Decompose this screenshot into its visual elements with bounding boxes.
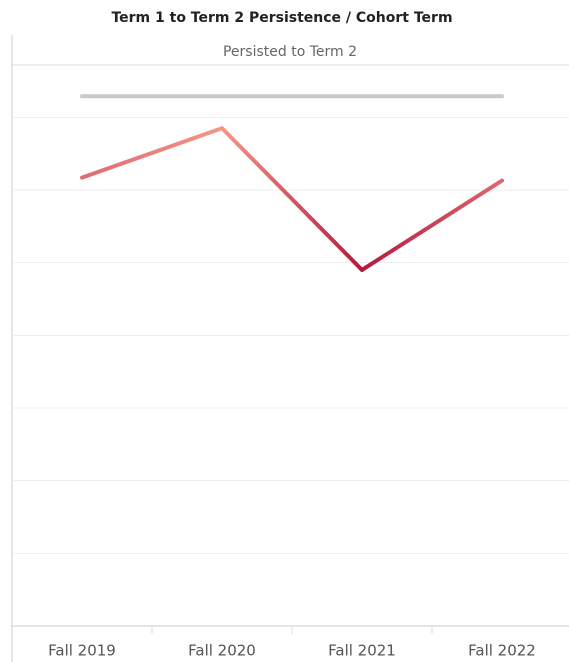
series-line — [80, 126, 504, 272]
x-tick-label: Fall 2020 — [188, 642, 256, 660]
line-segment — [80, 126, 224, 180]
chart-title: Term 1 to Term 2 Persistence / Cohort Te… — [111, 10, 452, 26]
header: Persisted to Term 2 — [223, 44, 357, 60]
line-segment — [220, 126, 364, 272]
x-tick-label: Fall 2021 — [328, 642, 396, 660]
x-tick-label: Fall 2019 — [48, 642, 116, 660]
x-tick-label: Fall 2022 — [468, 642, 536, 660]
line-segment — [360, 178, 504, 272]
